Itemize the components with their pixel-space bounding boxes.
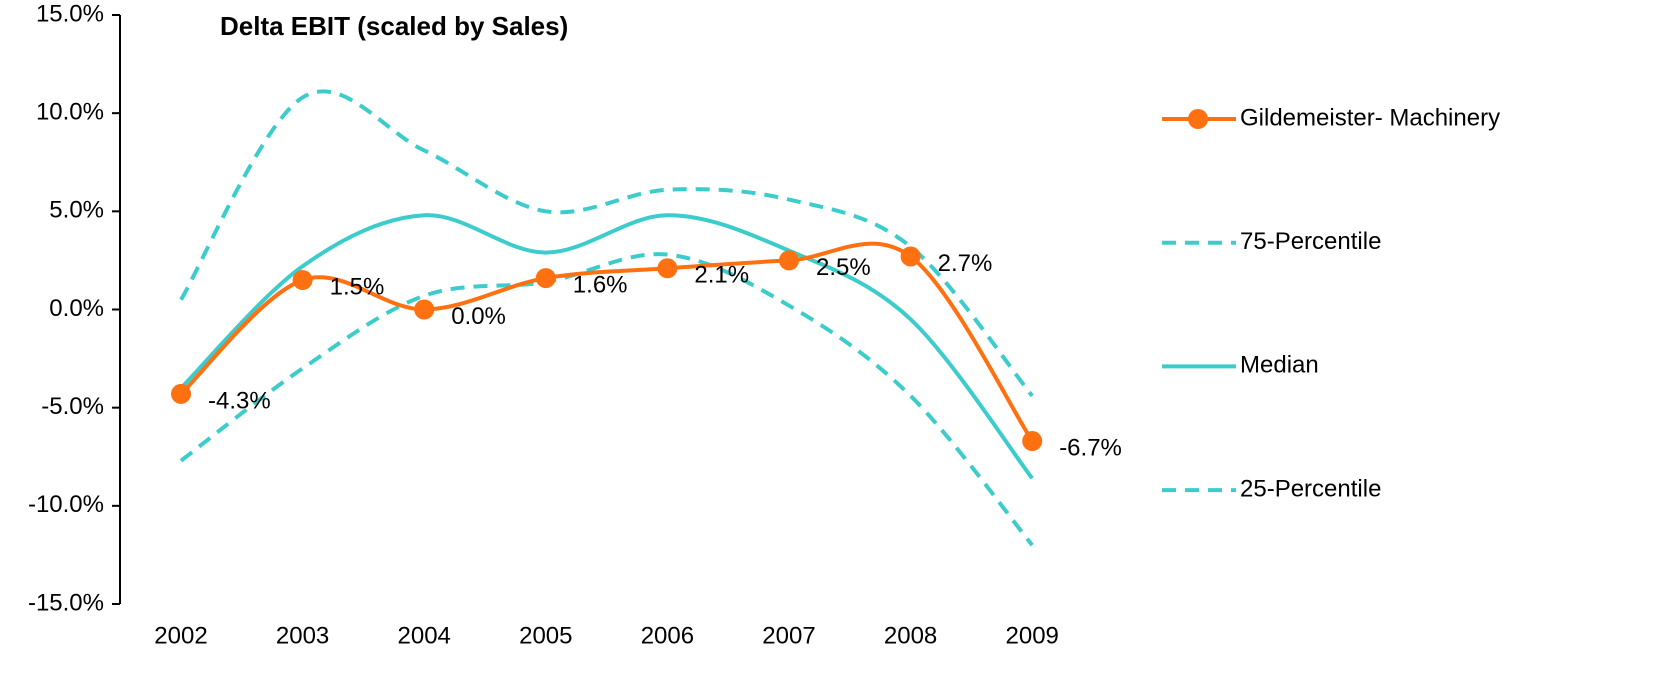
- series-line: [179, 89, 1034, 398]
- y-tick-label: -5.0%: [41, 393, 104, 420]
- data-label: 1.5%: [330, 273, 385, 300]
- data-label: -6.7%: [1059, 434, 1122, 461]
- x-tick-label: 2002: [154, 622, 207, 649]
- data-label: 2.1%: [694, 262, 749, 289]
- y-tick-label: -10.0%: [28, 491, 104, 518]
- marker: [414, 299, 435, 320]
- x-tick-label: 2005: [519, 622, 572, 649]
- legend-label: 25-Percentile: [1240, 475, 1381, 502]
- legend-marker: [1188, 109, 1208, 129]
- y-tick-label: 5.0%: [49, 197, 104, 224]
- legend-label: 75-Percentile: [1240, 228, 1381, 255]
- x-tick-label: 2008: [884, 622, 937, 649]
- data-label: 2.5%: [816, 254, 871, 281]
- chart-title: Delta EBIT (scaled by Sales): [220, 11, 568, 41]
- legend-label: Gildemeister- Machinery: [1240, 104, 1500, 131]
- data-label: 1.6%: [573, 271, 628, 298]
- marker: [292, 270, 313, 291]
- data-label: -4.3%: [208, 387, 271, 414]
- y-tick-label: 0.0%: [49, 295, 104, 322]
- x-tick-label: 2003: [276, 622, 329, 649]
- marker: [1022, 431, 1043, 452]
- marker: [171, 383, 191, 404]
- series-line: [179, 213, 1034, 480]
- x-tick-label: 2004: [398, 622, 451, 649]
- series-line: [179, 252, 1034, 547]
- marker: [535, 268, 556, 289]
- x-tick-label: 2007: [762, 622, 815, 649]
- y-tick-label: 10.0%: [36, 99, 104, 126]
- x-tick-label: 2006: [641, 622, 694, 649]
- legend-label: Median: [1240, 352, 1319, 379]
- y-tick-label: 15.0%: [36, 0, 104, 27]
- data-label: 2.7%: [938, 250, 993, 277]
- marker: [779, 250, 799, 271]
- y-tick-label: -15.0%: [28, 589, 104, 616]
- data-label: 0.0%: [451, 303, 506, 330]
- x-tick-label: 2009: [1006, 622, 1059, 649]
- marker: [657, 258, 678, 279]
- marker: [900, 246, 921, 267]
